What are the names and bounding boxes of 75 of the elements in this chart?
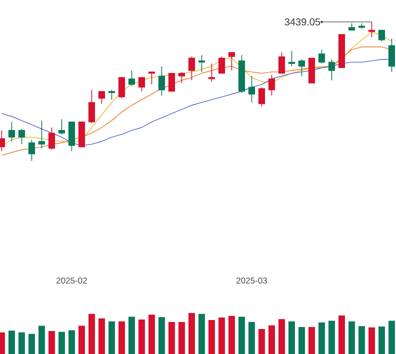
bar (308, 326, 315, 354)
candlestick (108, 90, 116, 100)
bar (78, 326, 85, 354)
candlestick (68, 122, 75, 152)
bar (348, 321, 355, 354)
bar (288, 321, 295, 354)
bar (228, 316, 235, 354)
bar (378, 326, 385, 354)
bar (58, 332, 65, 354)
bar (38, 326, 45, 354)
bar (98, 318, 105, 354)
candlestick (198, 54, 205, 72)
candlestick (318, 49, 326, 64)
candlestick (228, 52, 236, 71)
bar (118, 321, 125, 354)
candlestick (98, 90, 105, 104)
bar (158, 317, 165, 354)
bar (198, 314, 205, 354)
candlestick (208, 63, 216, 82)
bar (258, 328, 265, 354)
candlestick (58, 118, 66, 135)
bar (328, 320, 335, 354)
bar (138, 320, 145, 354)
bar (248, 322, 255, 354)
candlestick (288, 50, 295, 67)
candlestick (48, 127, 55, 150)
bar (238, 316, 245, 354)
candlestick (118, 77, 125, 99)
bar (268, 325, 275, 354)
bar (128, 316, 135, 354)
bar (178, 322, 185, 354)
candlestick (328, 59, 336, 81)
candlestick (298, 59, 306, 76)
bar (218, 318, 225, 354)
x-tick-label: 2025-03 (236, 278, 267, 284)
candlestick (268, 74, 275, 96)
candlestick (28, 140, 35, 162)
bar (278, 319, 285, 354)
candlestick (248, 76, 255, 103)
bar (368, 327, 375, 354)
bar (48, 331, 55, 354)
annotation: 3439.05 (284, 18, 320, 26)
candlestick (278, 52, 286, 74)
candlestick (258, 86, 266, 108)
bar (8, 330, 15, 354)
x-tick-label: 2025-02 (56, 278, 87, 284)
candlestick (18, 128, 26, 145)
bar (168, 322, 175, 354)
candlestick (388, 38, 396, 72)
bar (18, 332, 25, 354)
candlestick (178, 72, 185, 84)
candlestick (38, 120, 46, 149)
bar (208, 320, 215, 354)
bar (388, 320, 395, 354)
candlestick (368, 21, 376, 38)
bar (88, 314, 95, 354)
candlestick (88, 90, 95, 124)
candlestick (378, 30, 386, 42)
candlestick (138, 77, 145, 92)
candlestick (218, 56, 226, 74)
bar (338, 315, 345, 354)
bar (318, 322, 325, 354)
candlestick (148, 72, 156, 85)
bar (148, 314, 155, 354)
bar (108, 321, 115, 354)
bar (68, 330, 75, 354)
bar (298, 326, 305, 354)
bar (358, 326, 365, 354)
candlestick (168, 72, 176, 92)
bar (188, 313, 195, 354)
candlestick (128, 70, 136, 86)
bar (28, 334, 35, 354)
candlestick (188, 56, 196, 81)
candlestick (158, 66, 165, 96)
candlestick (8, 122, 15, 142)
